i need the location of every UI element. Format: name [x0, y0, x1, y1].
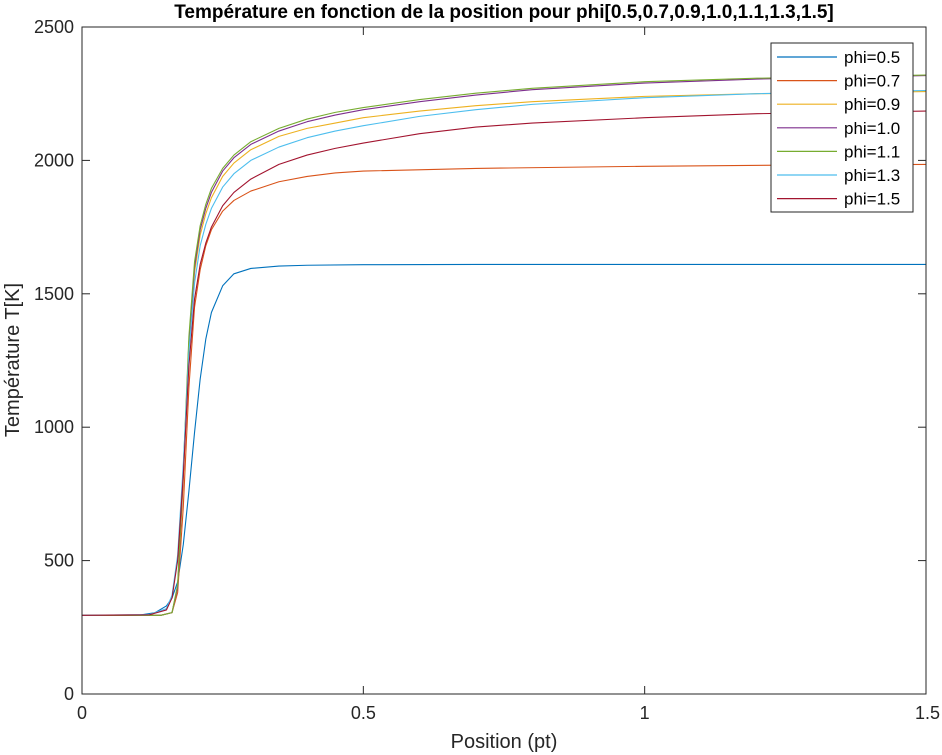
legend-label: phi=1.5 — [844, 190, 900, 209]
legend-label: phi=1.1 — [844, 142, 900, 161]
x-axis-title: Position (pt) — [451, 731, 558, 753]
series-line-phi-0-7 — [82, 163, 926, 616]
y-tick-label: 2000 — [34, 150, 74, 170]
y-tick-label: 1500 — [34, 284, 74, 304]
legend-label: phi=0.7 — [844, 72, 900, 91]
series-line-phi-1-3 — [82, 89, 926, 616]
y-tick-label: 500 — [44, 551, 74, 571]
series-layer — [82, 74, 926, 616]
x-tick-label: 0 — [77, 703, 87, 723]
ticks-layer: 0 0.5 1 1.5 0 500 1000 1500 2000 2500 — [34, 17, 940, 723]
series-line-phi-1-5 — [82, 110, 926, 616]
legend-label: phi=1.3 — [844, 166, 900, 185]
y-axis-title: Température T[K] — [2, 283, 24, 437]
x-tick-label: 0.5 — [351, 703, 376, 723]
x-tick-label: 1.5 — [915, 703, 940, 723]
legend-label: phi=0.9 — [844, 95, 900, 114]
y-tick-label: 2500 — [34, 17, 74, 37]
y-tick-label: 0 — [64, 684, 74, 704]
legend-label: phi=0.5 — [844, 48, 900, 67]
legend-label: phi=1.0 — [844, 119, 900, 138]
chart-title: Température en fonction de la position p… — [174, 2, 834, 23]
x-tick-label: 1 — [640, 703, 650, 723]
legend: phi=0.5 phi=0.7 phi=0.9 phi=1.0 phi=1.1 phi=1… — [770, 42, 914, 213]
plot-frame — [81, 26, 927, 695]
y-tick-label: 1000 — [34, 417, 74, 437]
